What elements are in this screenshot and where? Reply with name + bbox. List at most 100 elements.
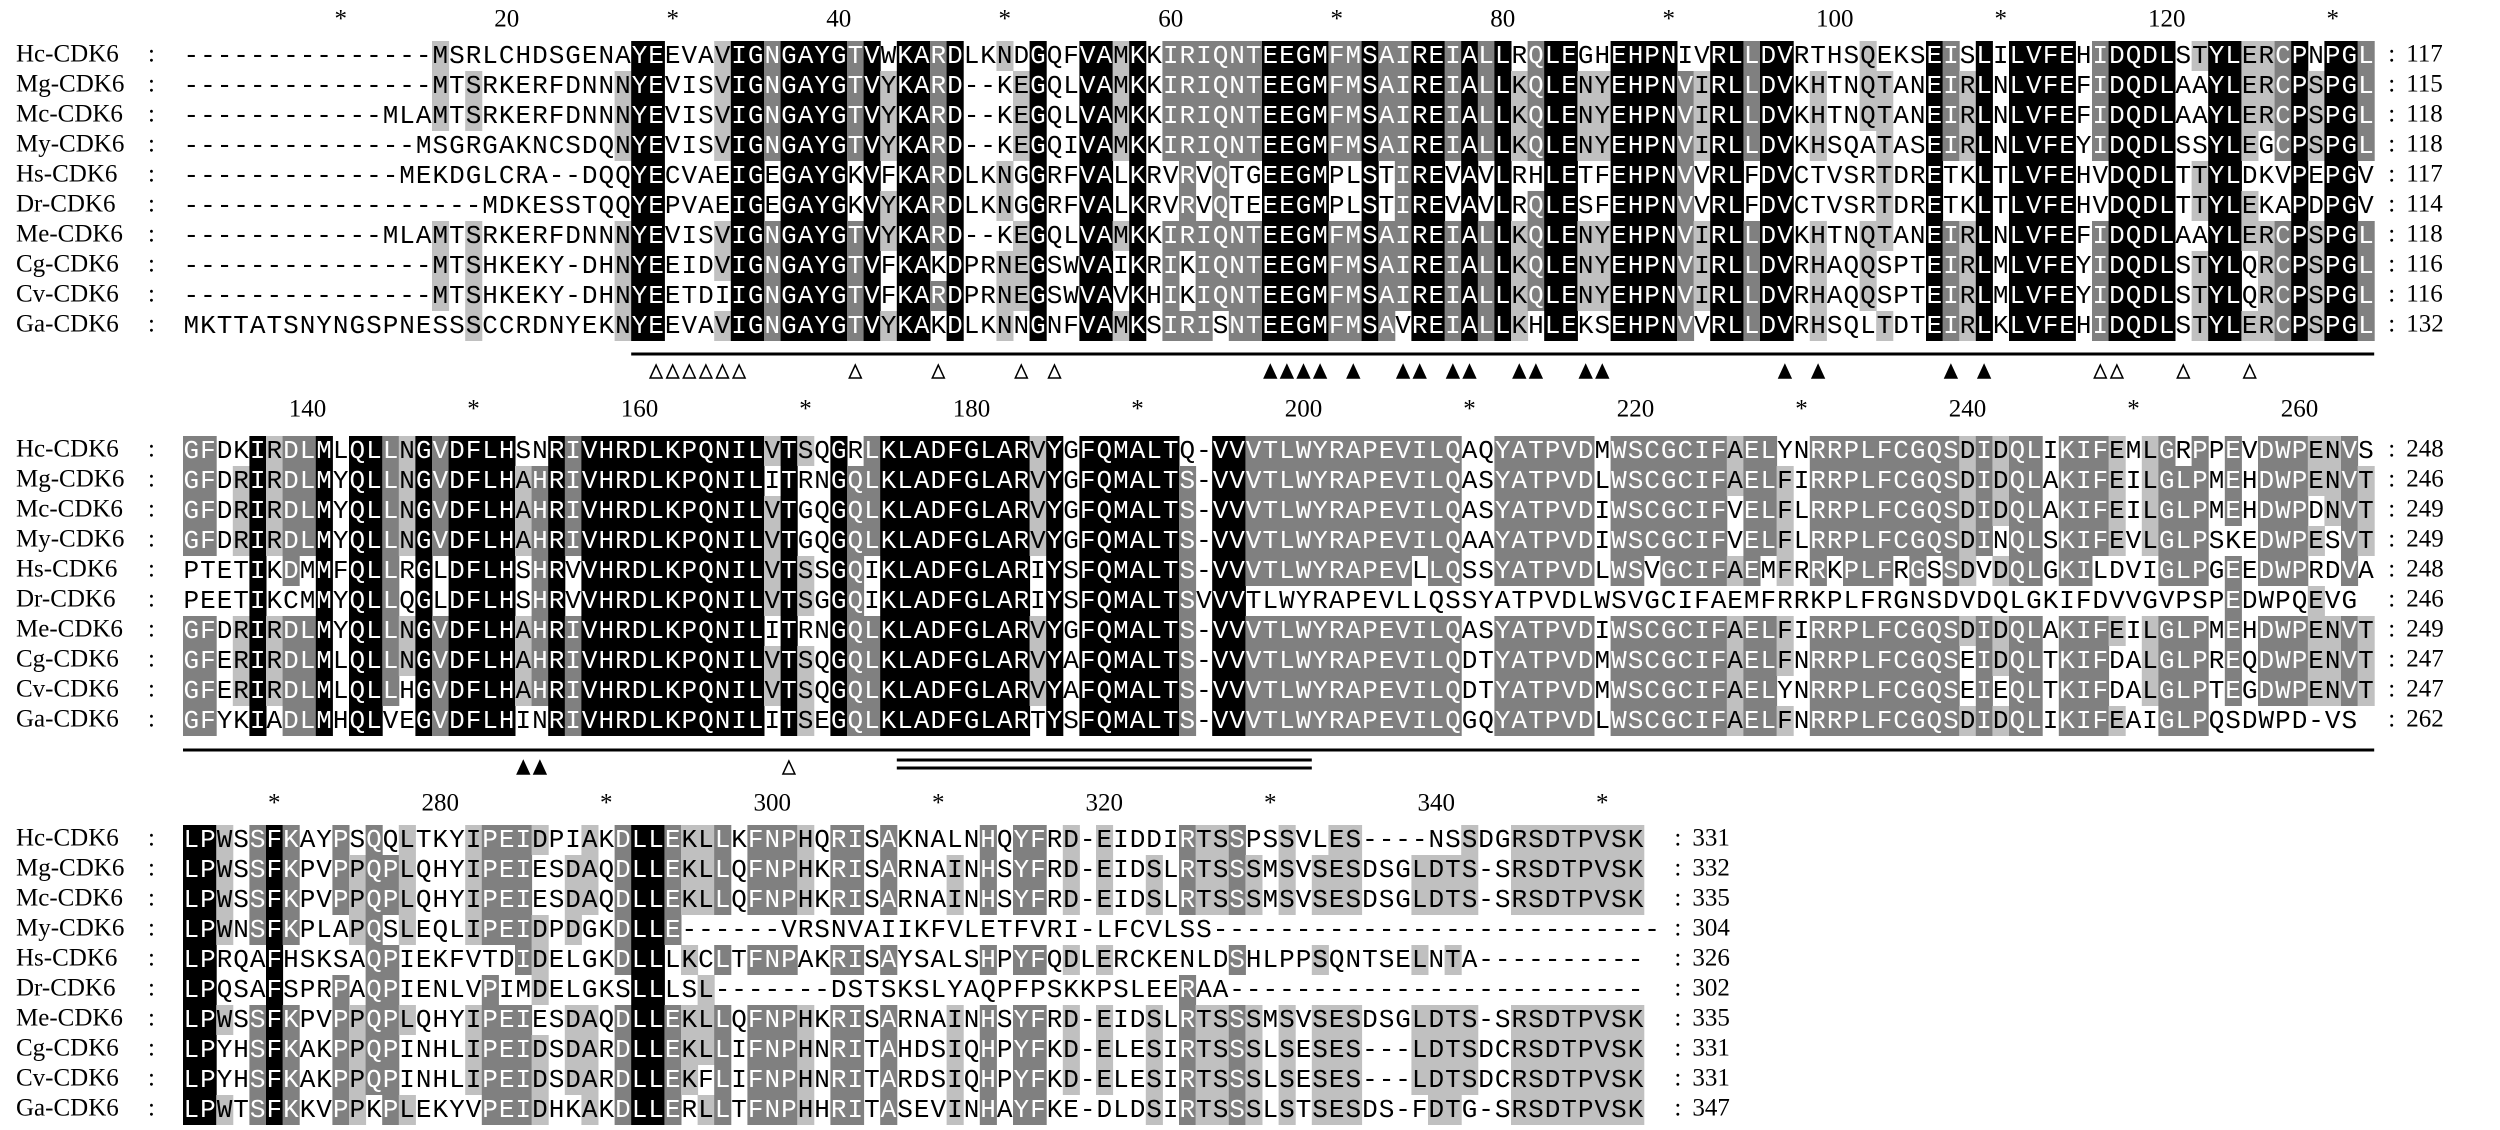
ruler-label: * — [932, 790, 945, 817]
conservation-shade — [730, 71, 748, 101]
residue-count: 117 — [2406, 161, 2443, 188]
conservation-shade — [1710, 41, 1728, 71]
conservation-shade — [1311, 71, 1329, 101]
separator: : — [148, 191, 155, 218]
filled-triangle — [1462, 363, 1477, 379]
conservation-shade — [1743, 101, 1761, 131]
residue-count: 118 — [2406, 131, 2443, 158]
conservation-shade — [1760, 101, 1778, 131]
separator: : — [1674, 855, 1681, 882]
conservation-shade — [714, 101, 732, 131]
conservation-shade — [2241, 41, 2259, 71]
conservation-shade — [1444, 41, 1462, 71]
sequence: ---------------MTSHKEKY-DHNYEEIDVIGNGAYG… — [183, 251, 2373, 281]
separator: : — [148, 825, 155, 852]
conservation-shade — [1527, 101, 1545, 131]
sequence-row: GFYKIADLMHQLVEGVDFLHINRIVHRDLKPQNILITSEG… — [183, 706, 2357, 736]
open-triangle — [848, 363, 863, 379]
sequence: GFERIRDLMLQLLNGVDFLHAHRIVHRDLKPQNILVTSQG… — [183, 646, 2373, 676]
conservation-shade — [1610, 71, 1628, 101]
conservation-shade — [847, 101, 865, 131]
conservation-shade — [1378, 101, 1396, 131]
ruler-label: * — [1330, 6, 1343, 33]
open-triangle — [781, 759, 797, 775]
separator: : — [1674, 1005, 1681, 1032]
filled-triangle — [532, 759, 548, 775]
sequence-row: LPQSAFSPRPAQPIENLVPIMDELGKSLLLSL-------D… — [183, 975, 1643, 1005]
conservation-shade — [1345, 41, 1363, 71]
sequence-row: ---------------MSRLCHDSGENAYEEVAVIGNGAYG… — [183, 41, 2375, 71]
separator: : — [2388, 191, 2395, 218]
conservation-shade — [2208, 41, 2226, 71]
conservation-shade — [1361, 101, 1379, 131]
separator: : — [148, 41, 155, 68]
conservation-shade — [1743, 41, 1761, 71]
ruler-label: * — [1596, 790, 1609, 817]
conservation-shade — [880, 71, 898, 101]
conservation-shade — [1129, 101, 1147, 131]
sequence-row: LPWSSFKPVPPQPLQHYIPEIESDAQDLLEKLLQFNPHKR… — [183, 855, 1645, 885]
conservation-shade — [1129, 41, 1147, 71]
conservation-shade — [930, 101, 948, 131]
conservation-shade — [830, 71, 848, 101]
conservation-shade — [1411, 71, 1429, 101]
conservation-shade — [1195, 71, 1213, 101]
sequence-name: Cg-CDK6 — [16, 646, 119, 673]
conservation-shade — [780, 41, 798, 71]
sequence-name: Ga-CDK6 — [16, 311, 119, 338]
residue-count: 331 — [1692, 1035, 1730, 1062]
open-triangle — [715, 363, 730, 379]
residue-count: 246 — [2406, 466, 2444, 493]
conservation-shade — [2324, 41, 2342, 71]
separator: : — [148, 131, 155, 158]
conservation-shade — [730, 41, 748, 71]
sequence-name: Me-CDK6 — [16, 1005, 123, 1032]
sequence-name: Mc-CDK6 — [16, 496, 123, 523]
conservation-shade — [1162, 71, 1180, 101]
conservation-shade — [1594, 101, 1612, 131]
separator: : — [148, 586, 155, 613]
conservation-shade — [1112, 101, 1130, 131]
sequence: LPWSSFKPVPPQPLQHYIPEIESDAQDLLEKLLQFNPHKR… — [183, 855, 1643, 885]
sequence: GFDRIRDLMYQLLNGVDFLHAHRIVHRDLKPQNILVTGQG… — [183, 526, 2373, 556]
sequence: GFDKIRDLMLQLLNGVDFLHSNRIVHRDLKPQNILVTSQG… — [183, 436, 2373, 466]
conservation-shade — [1079, 71, 1097, 101]
open-triangle — [2176, 363, 2191, 379]
conservation-shade — [913, 101, 931, 131]
conservation-shade — [2025, 71, 2043, 101]
sequence-name: Mg-CDK6 — [16, 855, 124, 882]
separator: : — [2388, 706, 2395, 733]
conservation-shade — [1179, 41, 1197, 71]
separator: : — [148, 311, 155, 338]
conservation-shade — [1228, 101, 1246, 131]
sequence-row: GFERIRDLMLQLLHGVDFLHAHRIVHRDLKPQNILVTSQG… — [183, 676, 2375, 706]
conservation-shade — [913, 71, 931, 101]
conservation-shade — [1627, 41, 1645, 71]
separator: : — [2388, 101, 2395, 128]
conservation-shade — [2357, 41, 2375, 71]
conservation-shade — [1394, 71, 1412, 101]
conservation-shade — [1278, 101, 1296, 131]
residue-count: 248 — [2406, 436, 2444, 463]
sequence: GFDRIRDLMYQLLNGVDFLHAHRIVHRDLKPQNILITRNG… — [183, 466, 2373, 496]
ruler-label: 320 — [1086, 790, 1124, 817]
conservation-shade — [1328, 101, 1346, 131]
conservation-shade — [1311, 101, 1329, 131]
conservation-shade — [946, 41, 964, 71]
conservation-shade — [1743, 71, 1761, 101]
separator: : — [148, 221, 155, 248]
conservation-shade — [930, 71, 948, 101]
conservation-shade — [2324, 71, 2342, 101]
conservation-shade — [813, 41, 831, 71]
conservation-shade — [1560, 101, 1578, 131]
conservation-shade — [1195, 41, 1213, 71]
sequence-name: Cv-CDK6 — [16, 676, 119, 703]
conservation-shade — [780, 101, 798, 131]
sequence-name: Cv-CDK6 — [16, 1065, 119, 1092]
filled-triangle — [1346, 363, 1361, 379]
sequence-name: Hc-CDK6 — [16, 825, 119, 852]
open-triangle — [682, 363, 697, 379]
ruler-label: 200 — [1285, 396, 1323, 423]
filled-triangle — [1312, 363, 1328, 379]
